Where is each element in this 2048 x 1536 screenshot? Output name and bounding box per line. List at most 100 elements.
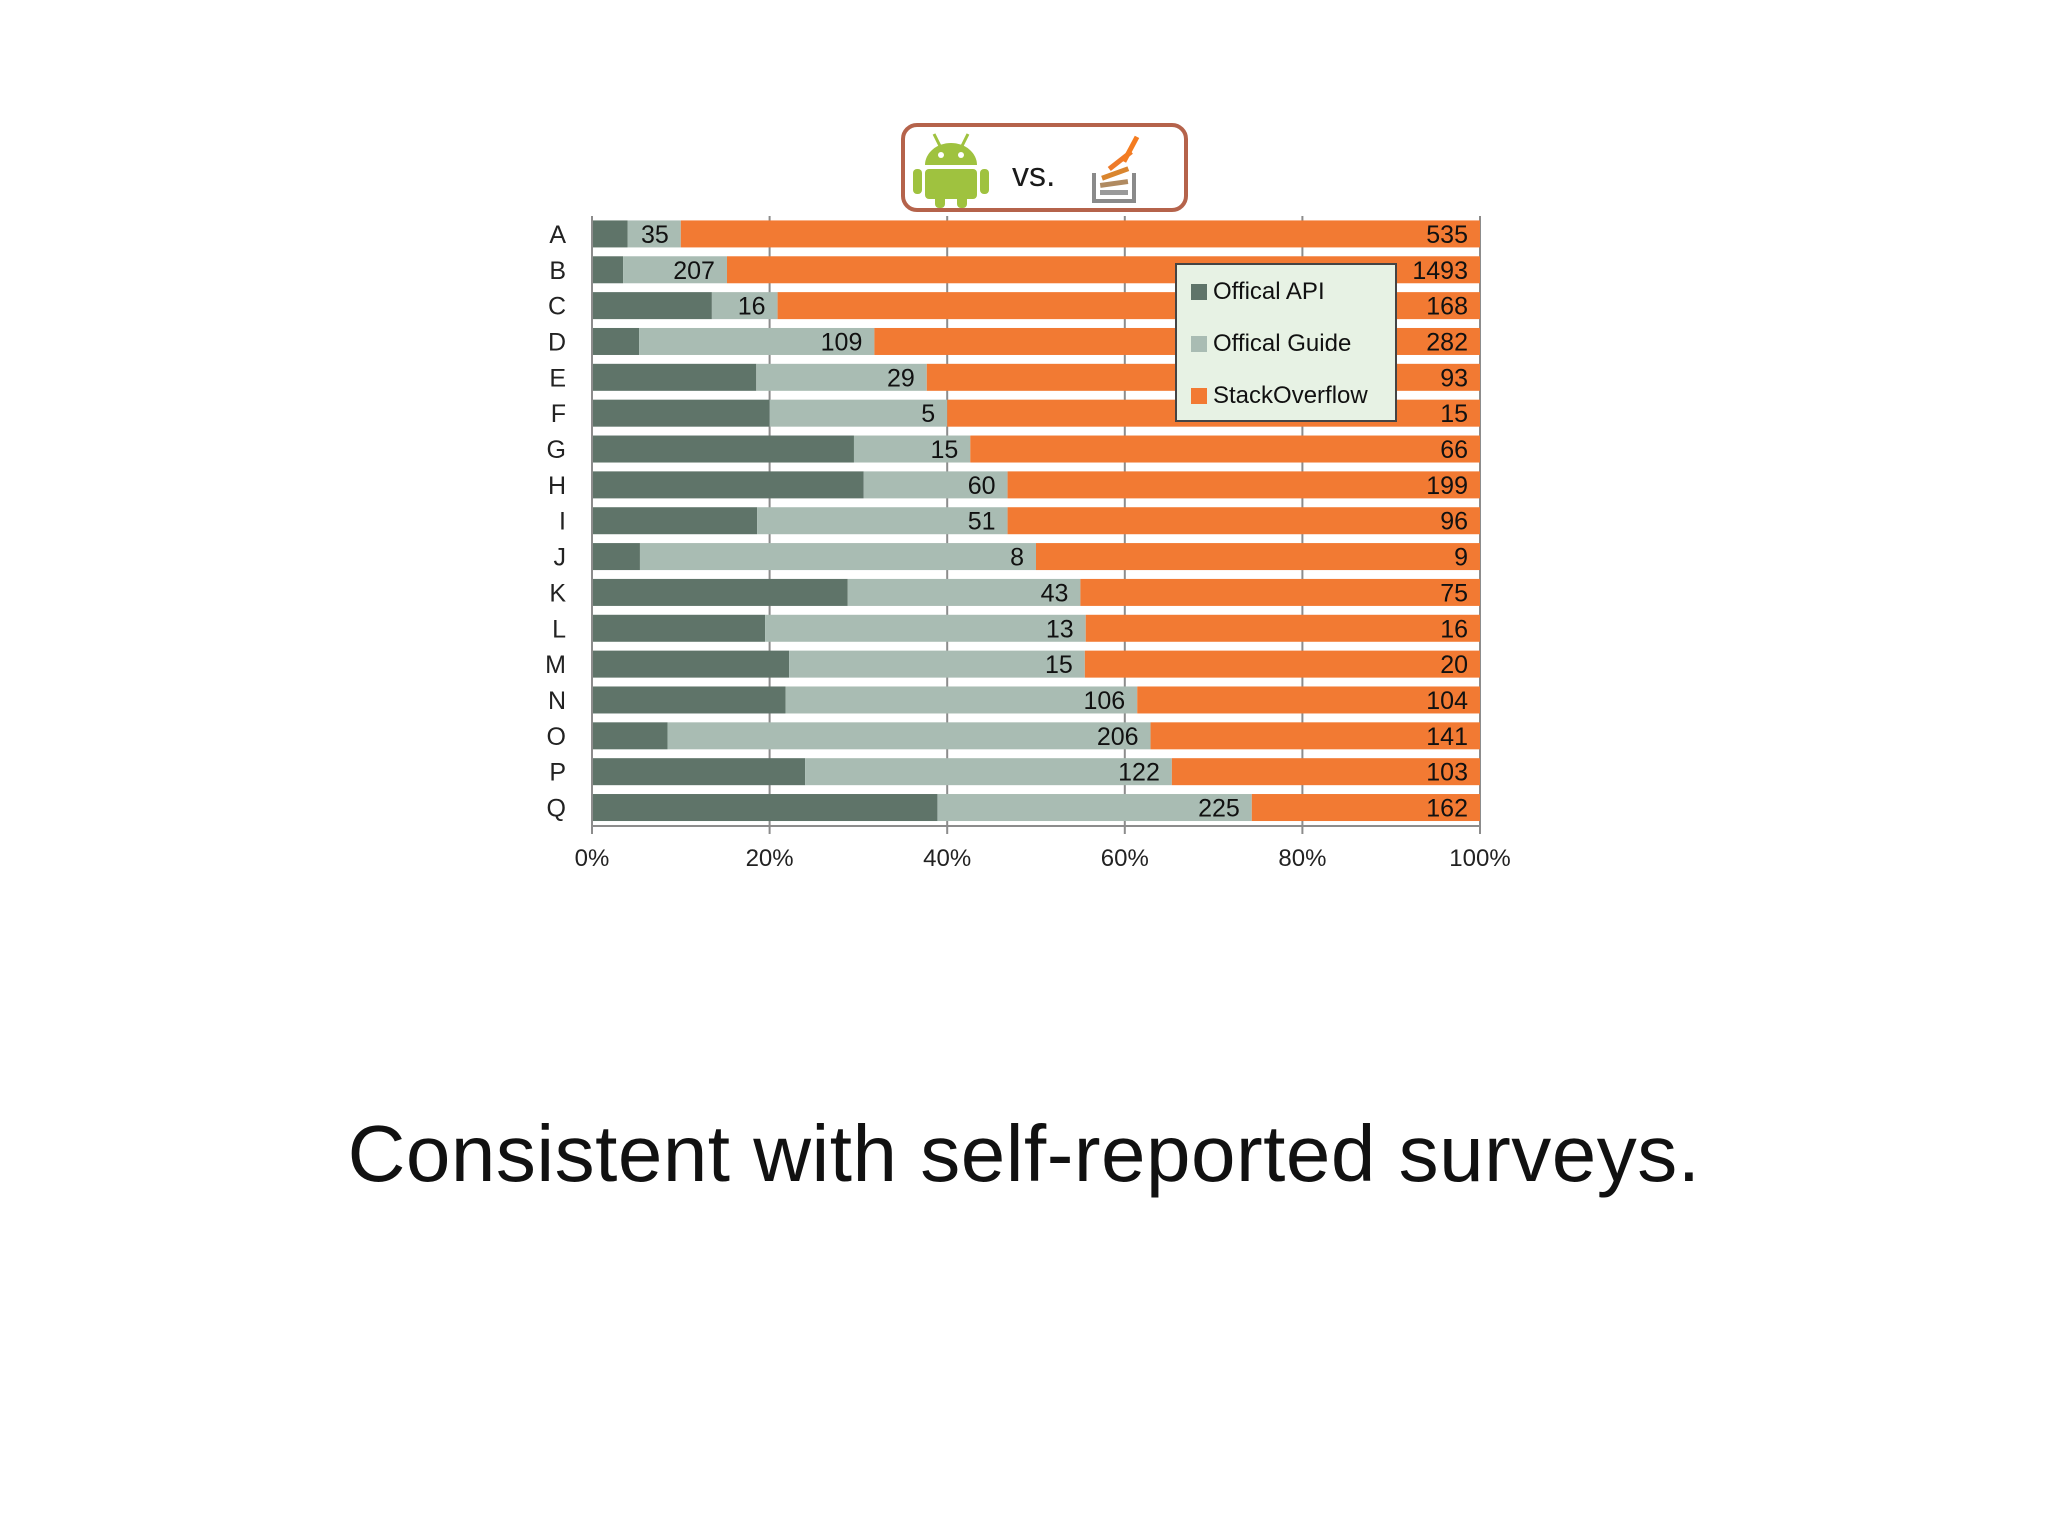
legend-label: StackOverflow (1213, 382, 1368, 409)
category-label: F (551, 400, 566, 428)
x-tick-label: 40% (923, 845, 971, 872)
category-label: D (548, 328, 566, 356)
bar-segment (853, 435, 971, 463)
legend-swatch (1191, 284, 1207, 300)
data-label: 282 (1426, 328, 1468, 356)
bar-segment (1171, 758, 1480, 786)
bar-segment (937, 794, 1252, 822)
data-label: 1493 (1412, 257, 1468, 285)
category-label: K (549, 579, 566, 607)
data-label: 109 (821, 328, 863, 356)
bar-segment (592, 220, 628, 248)
bar-segment (805, 758, 1172, 786)
category-label: N (548, 687, 566, 715)
data-label: 16 (738, 293, 766, 321)
bar-segment (592, 363, 757, 391)
category-label: Q (547, 795, 566, 823)
category-label: P (549, 759, 566, 787)
legend-label: Offical Guide (1213, 330, 1351, 357)
data-label: 106 (1084, 687, 1126, 715)
legend-swatch (1191, 336, 1207, 352)
data-label: 75 (1440, 579, 1468, 607)
category-label: H (548, 472, 566, 500)
legend-box (1175, 263, 1397, 422)
category-label: L (552, 615, 566, 643)
bar-segment (592, 578, 848, 606)
bar-segment (592, 256, 624, 284)
category-label: A (549, 221, 566, 249)
bar-segment (680, 220, 1480, 248)
bar-segment (592, 758, 806, 786)
data-label: 8 (1010, 544, 1024, 572)
data-label: 168 (1426, 293, 1468, 321)
category-label: O (547, 723, 566, 751)
bar-segment (1137, 686, 1480, 714)
bar-segment (765, 614, 1086, 642)
bar-segment (623, 256, 727, 284)
bar-segment (592, 614, 766, 642)
bar-segment (756, 363, 927, 391)
bar-segment (592, 292, 712, 320)
legend-label: Offical API (1213, 278, 1325, 305)
data-label: 35 (641, 221, 669, 249)
bar-segment (667, 722, 1151, 750)
data-label: 13 (1046, 615, 1074, 643)
data-label: 141 (1426, 723, 1468, 751)
data-label: 206 (1097, 723, 1139, 751)
bar-segment (789, 650, 1085, 678)
data-label: 207 (673, 257, 715, 285)
data-label: 20 (1440, 651, 1468, 679)
data-label: 535 (1426, 221, 1468, 249)
bar-segment (639, 327, 875, 355)
bar-segment (592, 507, 758, 535)
bar-segment (1007, 471, 1480, 499)
x-tick-label: 100% (1449, 845, 1510, 872)
data-label: 15 (1045, 651, 1073, 679)
bar-segment (592, 435, 854, 463)
bar-segment (592, 722, 668, 750)
bar-segment (1080, 578, 1480, 606)
data-label: 29 (887, 364, 915, 392)
android-robot-icon (913, 133, 989, 208)
bar-segment (592, 794, 938, 822)
bar-segment (592, 399, 770, 427)
bar-segment (757, 507, 1008, 535)
header-badge-text: vs. (1012, 156, 1055, 194)
category-label: I (559, 508, 566, 536)
x-axis-ticks: 0% 20% 40% 60% 80% 100% (575, 826, 1511, 872)
data-label: 96 (1440, 508, 1468, 536)
data-label: 199 (1426, 472, 1468, 500)
bar-segment (785, 686, 1138, 714)
data-label: 103 (1426, 759, 1468, 787)
bar-segment (847, 578, 1081, 606)
bar-segment (1251, 794, 1480, 822)
bar-segment (592, 686, 786, 714)
x-tick-label: 0% (575, 845, 610, 872)
bar-segment (592, 471, 864, 499)
header-badge: vs. (901, 123, 1188, 212)
data-label: 16 (1440, 615, 1468, 643)
data-label: 122 (1118, 759, 1160, 787)
data-label: 51 (968, 508, 996, 536)
data-label: 162 (1426, 795, 1468, 823)
bar-segment (627, 220, 681, 248)
bar-segment (592, 650, 790, 678)
data-label: 43 (1041, 579, 1069, 607)
x-tick-label: 80% (1278, 845, 1326, 872)
bar-segment (970, 435, 1480, 463)
category-label: G (547, 436, 566, 464)
data-label: 225 (1198, 795, 1240, 823)
category-label: B (549, 257, 566, 285)
slide-caption: Consistent with self-reported surveys. (347, 1109, 1701, 1198)
bar-segment (592, 327, 640, 355)
data-label: 15 (930, 436, 958, 464)
stackoverflow-logo-icon (1092, 135, 1140, 203)
bar-segment (863, 471, 1008, 499)
bar-segment (639, 543, 1036, 571)
bar-segment (1007, 507, 1480, 535)
data-label: 5 (921, 400, 935, 428)
